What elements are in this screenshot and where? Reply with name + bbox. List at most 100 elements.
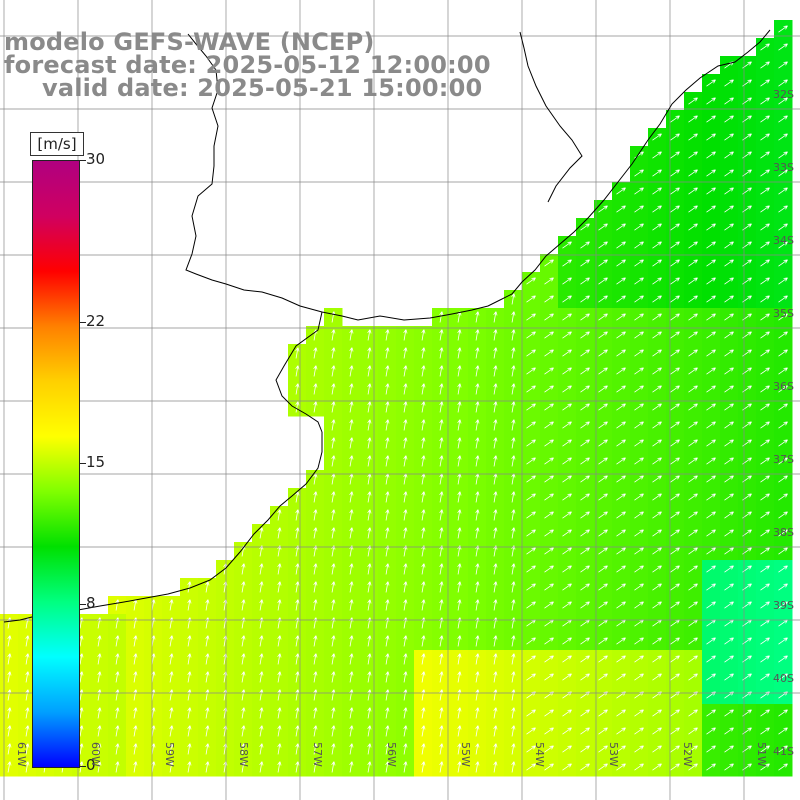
wind-arrow (133, 725, 138, 737)
wind-arrow (778, 223, 788, 231)
wind-arrow (403, 725, 408, 737)
wind-arrow (457, 509, 462, 521)
wind-arrow (205, 725, 210, 737)
wind-arrow (241, 725, 246, 737)
latitude-label: 36S (773, 380, 794, 393)
wind-arrow (580, 241, 590, 249)
wind-arrow (349, 761, 354, 773)
wind-arrow (688, 673, 698, 681)
wind-arrow (526, 709, 536, 717)
wind-arrow (295, 707, 300, 719)
wind-arrow (295, 653, 300, 665)
wind-arrow (493, 635, 498, 647)
wind-arrow (562, 367, 572, 375)
latitude-label: 39S (773, 599, 794, 612)
wind-arrow (511, 401, 516, 413)
wind-arrow (313, 347, 318, 359)
wind-arrow (493, 383, 498, 395)
wind-arrow (385, 671, 390, 683)
wind-arrow (688, 493, 698, 501)
wind-arrow (598, 241, 608, 249)
wind-arrow (598, 349, 608, 357)
wind-arrow (457, 419, 462, 431)
wind-arrow (598, 583, 608, 591)
wind-arrow (652, 601, 662, 609)
wind-arrow (313, 383, 318, 395)
wind-arrow (778, 475, 788, 483)
wind-arrow (652, 745, 662, 753)
wind-arrow (598, 385, 608, 393)
wind-arrow (598, 295, 608, 303)
wind-arrow (652, 367, 662, 375)
wind-arrow (652, 421, 662, 429)
wind-arrow (634, 637, 644, 645)
colorbar-tick-label: 8 (86, 594, 96, 613)
wind-arrow (580, 529, 590, 537)
wind-arrow (475, 599, 480, 611)
colorbar-tick-label: 15 (86, 453, 106, 471)
wind-arrow (562, 709, 572, 717)
wind-arrow (457, 383, 462, 395)
wind-arrow (313, 599, 318, 611)
wind-arrow (205, 707, 210, 719)
wind-arrow (670, 673, 680, 681)
wind-arrow (598, 655, 608, 663)
wind-arrow (598, 331, 608, 339)
wind-arrow (760, 43, 770, 51)
wind-arrow (79, 653, 84, 665)
wind-arrow (634, 313, 644, 321)
wind-arrow (421, 437, 426, 449)
colorbar-units: [m/s] (30, 132, 84, 156)
wind-arrow (259, 653, 264, 665)
wind-arrow (598, 673, 608, 681)
latitude-label: 32S (773, 88, 794, 101)
wind-arrow (544, 457, 554, 465)
wind-arrow (778, 529, 788, 537)
wind-arrow (706, 511, 716, 519)
wind-arrow (616, 655, 626, 663)
wind-arrow (295, 599, 300, 611)
wind-arrow (205, 653, 210, 665)
wind-arrow (616, 205, 626, 213)
wind-arrow (706, 187, 716, 195)
wind-arrow (544, 349, 554, 357)
wind-arrow (778, 79, 788, 87)
wind-arrow (331, 599, 336, 611)
wind-arrow (688, 529, 698, 537)
wind-arrow (670, 511, 680, 519)
colorbar-tick-mark (80, 160, 86, 161)
wind-arrow (706, 529, 716, 537)
wind-arrow (385, 761, 390, 773)
wind-arrow (511, 599, 516, 611)
wind-arrow (439, 347, 444, 359)
wind-arrow (97, 653, 102, 665)
wind-arrow (544, 727, 554, 735)
wind-arrow (367, 365, 372, 377)
wind-arrow (688, 745, 698, 753)
wind-arrow (544, 763, 554, 771)
wind-arrow (760, 241, 770, 249)
wind-arrow (439, 725, 444, 737)
wind-arrow (598, 493, 608, 501)
wind-arrow (295, 635, 300, 647)
wind-arrow (7, 707, 12, 719)
wind-arrow (385, 725, 390, 737)
wind-arrow (706, 331, 716, 339)
wind-arrow (457, 563, 462, 575)
wind-arrow (25, 707, 30, 719)
wind-arrow (79, 635, 84, 647)
wind-arrow (760, 169, 770, 177)
wind-arrow (259, 671, 264, 683)
wind-arrow (295, 401, 300, 413)
wind-arrow (580, 745, 590, 753)
wind-arrow (544, 421, 554, 429)
wind-arrow (760, 709, 770, 717)
wind-arrow (295, 581, 300, 593)
longitude-label: 56W (385, 742, 398, 767)
wind-arrow (688, 205, 698, 213)
wind-arrow (403, 419, 408, 431)
wind-arrow (652, 205, 662, 213)
wind-arrow (385, 455, 390, 467)
wind-arrow (475, 761, 480, 773)
wind-arrow (313, 401, 318, 413)
